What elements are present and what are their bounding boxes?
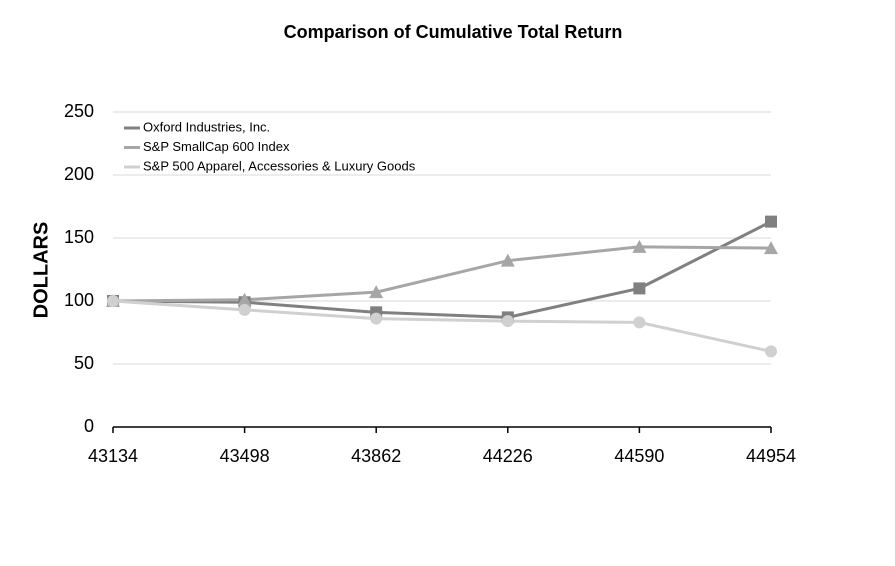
marker [500, 253, 515, 267]
x-tick-label: 44954 [746, 446, 796, 466]
marker [765, 215, 777, 228]
marker [765, 345, 777, 358]
x-tick-label: 43134 [88, 446, 138, 466]
marker [237, 292, 252, 306]
y-tick-label: 0 [84, 416, 94, 436]
y-tick-label: 100 [64, 290, 94, 310]
series-line [112, 245, 772, 303]
series-line [112, 220, 772, 319]
marker [501, 315, 514, 328]
marker [107, 295, 119, 307]
x-tick-label: 44226 [483, 446, 533, 466]
legend-label: S&P 500 Apparel, Accessories & Luxury Go… [143, 158, 416, 173]
marker [764, 241, 778, 255]
x-tick-label: 43862 [351, 446, 401, 466]
series-line [112, 299, 772, 353]
marker [633, 316, 646, 329]
marker [238, 303, 251, 316]
y-tick-label: 50 [74, 353, 94, 373]
y-axis-label: DOLLARS [30, 222, 52, 319]
legend-label: S&P SmallCap 600 Index [143, 139, 290, 154]
chart-title: Comparison of Cumulative Total Return [284, 22, 623, 42]
legend-label: Oxford Industries, Inc. [143, 119, 270, 134]
y-tick-label: 250 [64, 101, 94, 121]
marker [369, 285, 384, 299]
y-tick-label: 200 [64, 164, 94, 184]
x-tick-label: 43498 [220, 446, 270, 466]
marker [632, 239, 647, 253]
y-tick-label: 150 [64, 227, 94, 247]
x-tick-label: 44590 [614, 446, 664, 466]
marker [370, 312, 383, 325]
marker [633, 282, 646, 295]
